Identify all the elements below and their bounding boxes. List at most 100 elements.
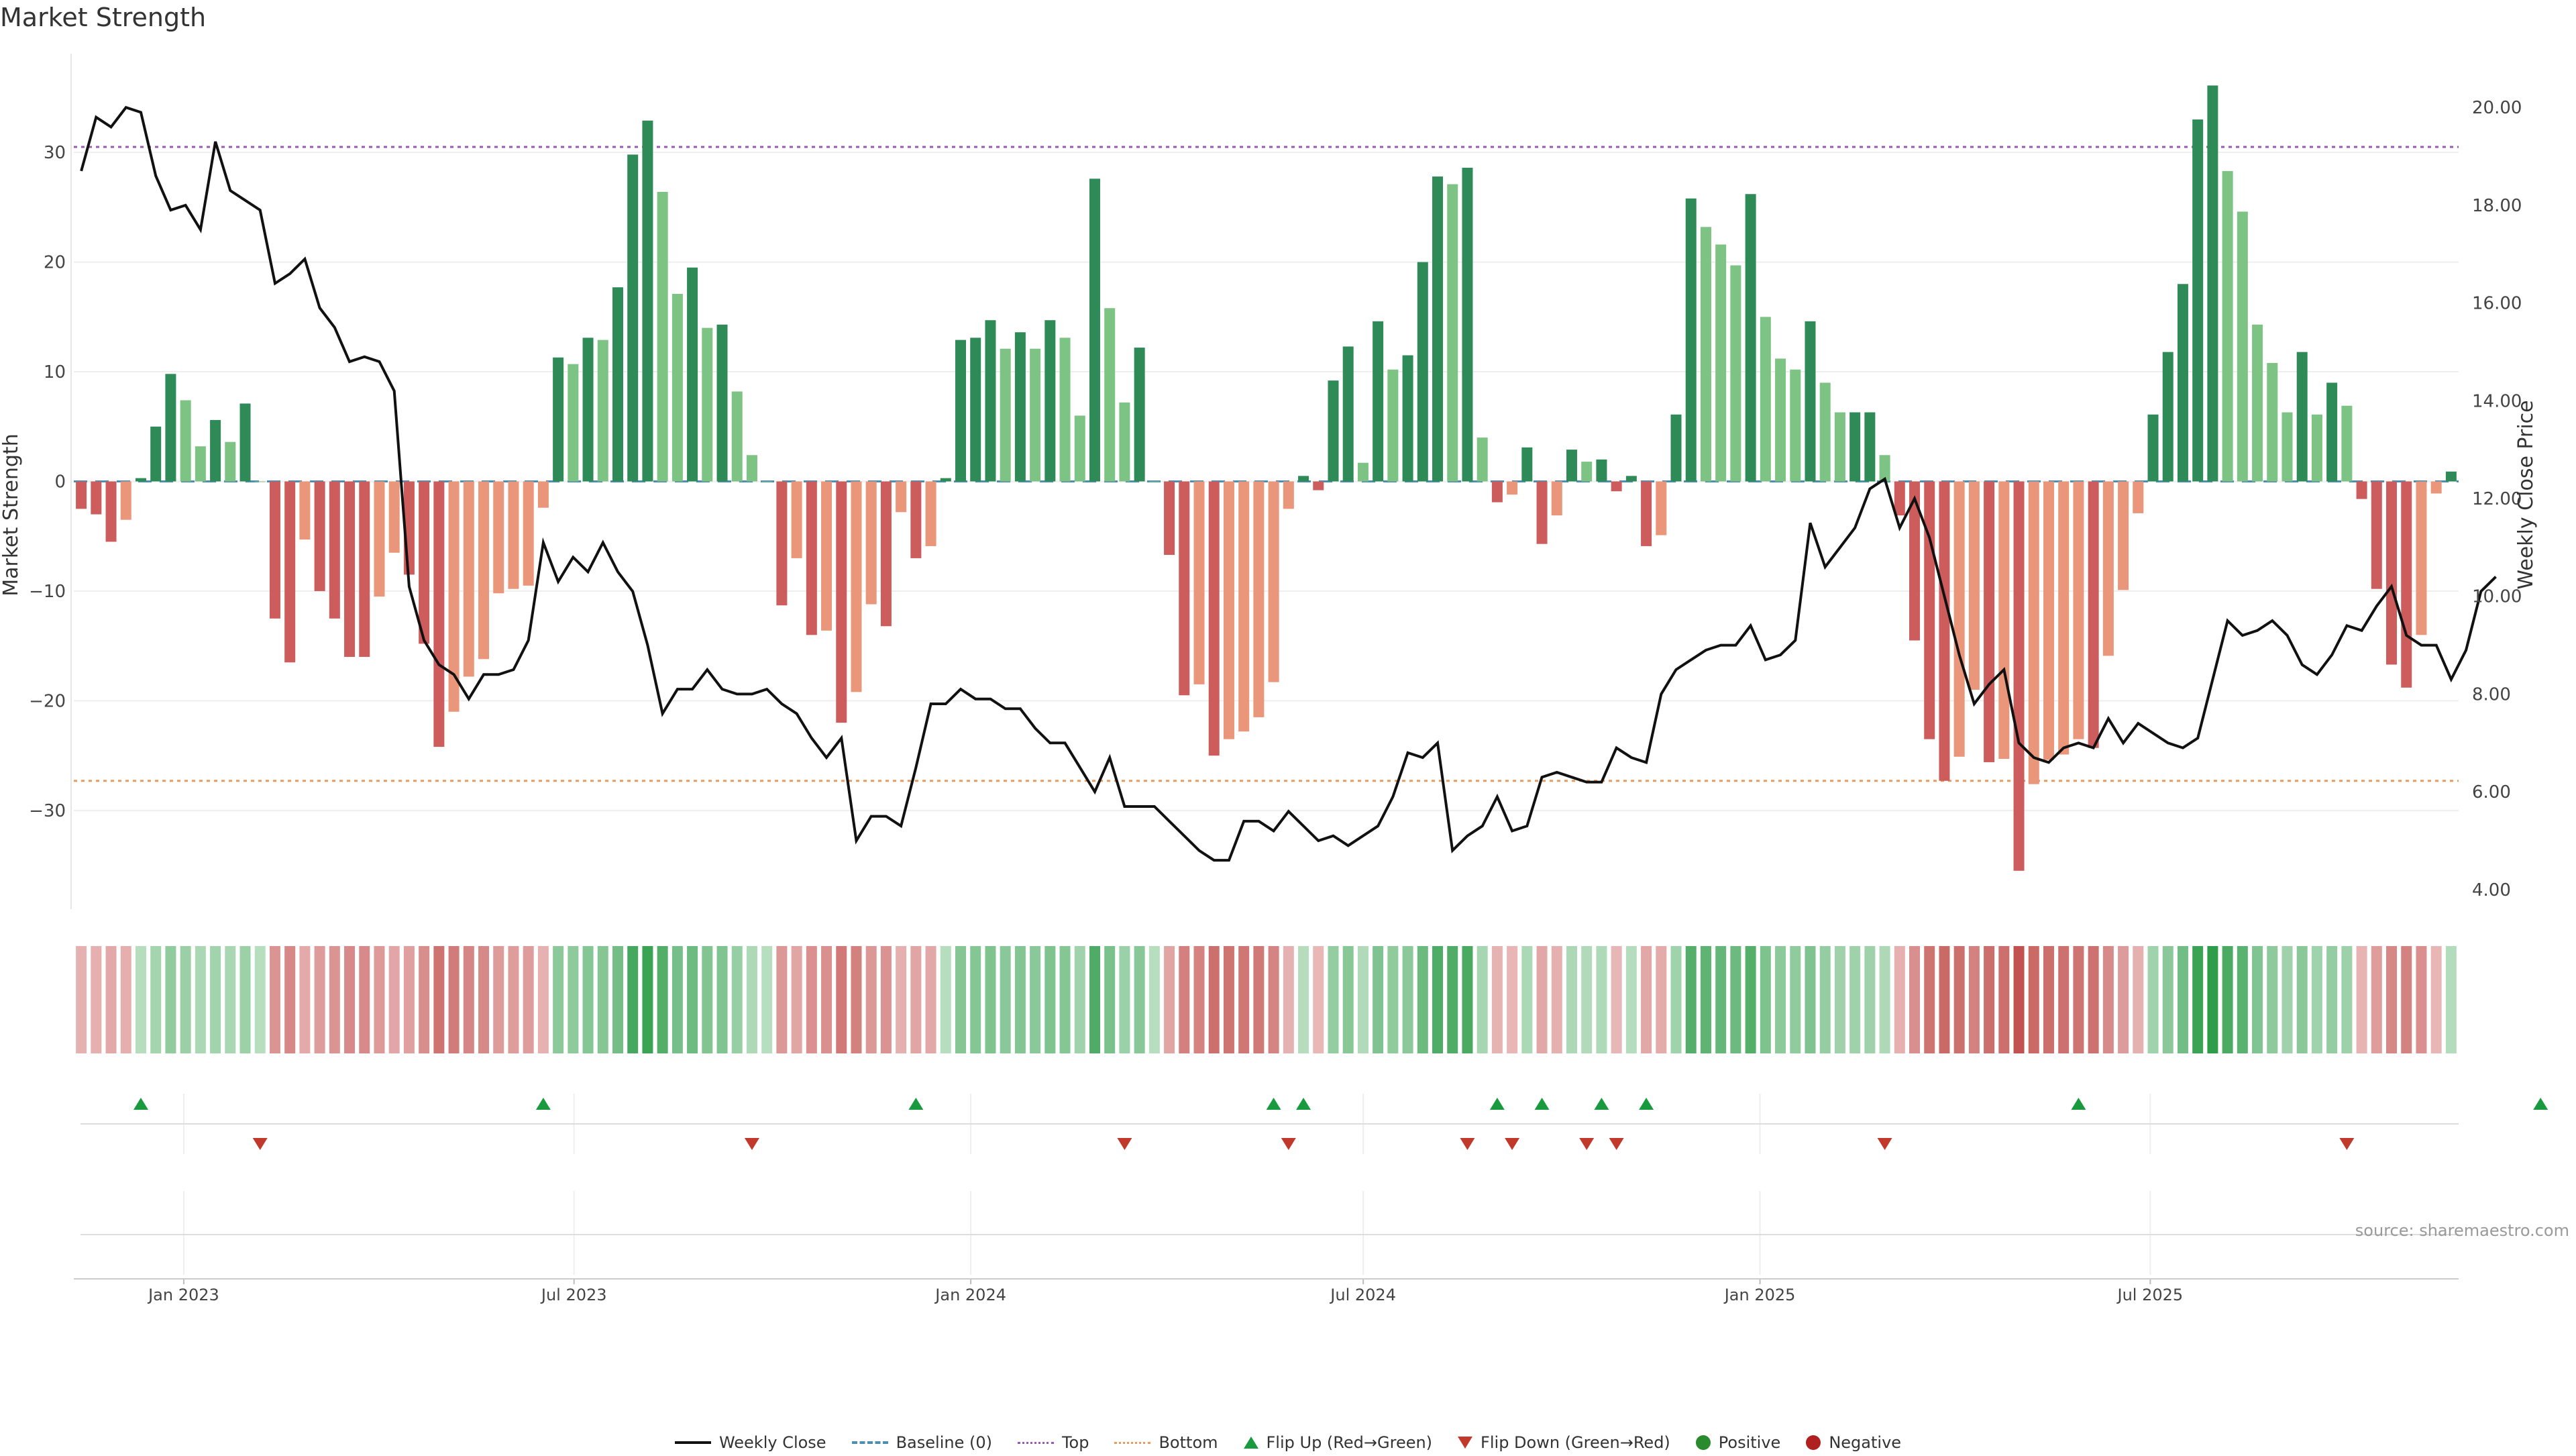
legend-item[interactable]: Bottom	[1114, 1433, 1218, 1452]
y2-axis-title: Weekly Close Price	[2514, 400, 2538, 589]
strength-bar	[1268, 481, 1279, 682]
heat-cell	[1134, 946, 1145, 1053]
price-line-layer	[80, 105, 2497, 862]
y-tick-label: 30	[44, 143, 66, 163]
strength-bar	[1745, 194, 1756, 482]
legend-label: Flip Up (Red→Green)	[1266, 1433, 1433, 1452]
heat-cell	[1238, 946, 1250, 1053]
strength-bar	[76, 481, 87, 509]
strength-bar	[388, 481, 400, 553]
reference-lines	[74, 146, 2459, 782]
strength-bar	[2416, 481, 2427, 635]
legend-item[interactable]: Negative	[1806, 1433, 1901, 1452]
y2-tick-label: 6.00	[2472, 782, 2511, 802]
heat-cell	[1119, 946, 1130, 1053]
strength-bar	[2147, 414, 2159, 482]
legend-item[interactable]: Positive	[1695, 1433, 1780, 1452]
strength-bar	[806, 481, 817, 635]
strength-bar	[1119, 402, 1130, 482]
strength-bar	[597, 340, 608, 482]
strength-bar	[2133, 481, 2144, 513]
strength-bar	[91, 481, 102, 515]
heat-cell	[687, 946, 698, 1053]
heat-cell	[2073, 946, 2084, 1053]
heat-cell	[2147, 946, 2159, 1053]
heat-cell	[1253, 946, 1265, 1053]
strength-bar	[329, 481, 340, 619]
legend-item[interactable]: Weekly Close	[674, 1433, 826, 1452]
strength-bar	[1223, 481, 1234, 739]
heat-cell	[225, 946, 236, 1053]
strength-bar	[2013, 481, 2025, 871]
strength-bar	[1179, 481, 1190, 696]
y2-tick-label: 14.00	[2472, 391, 2522, 411]
strength-bar	[1953, 481, 1965, 757]
flip-up-marker	[535, 1098, 551, 1110]
heat-cell	[672, 946, 683, 1053]
heat-cell	[1790, 946, 1801, 1053]
strength-bar	[419, 481, 430, 644]
flip-up-marker	[1266, 1098, 1281, 1110]
heat-cell	[1074, 946, 1085, 1053]
strength-bar	[2043, 481, 2054, 760]
legend-symbol-icon	[1695, 1435, 1711, 1450]
strength-bar	[1536, 481, 1548, 544]
legend-item[interactable]: Flip Up (Red→Green)	[1243, 1433, 1433, 1452]
legend-item[interactable]: Flip Down (Green→Red)	[1458, 1433, 1670, 1452]
heat-cell	[2296, 946, 2308, 1053]
heat-cell	[1179, 946, 1190, 1053]
strength-bar	[2118, 481, 2129, 590]
heat-cell	[2416, 946, 2427, 1053]
heat-cell	[821, 946, 833, 1053]
heat-cell	[776, 946, 788, 1053]
legend-item[interactable]: Top	[1017, 1433, 1089, 1452]
strength-bar	[1805, 321, 1816, 482]
heat-cell	[1834, 946, 1845, 1053]
heat-cell	[642, 946, 653, 1053]
heat-cell	[374, 946, 385, 1053]
y-tick-label: −10	[29, 582, 66, 602]
heat-cell	[1313, 946, 1324, 1053]
heat-cell	[1805, 946, 1816, 1053]
heat-cell	[478, 946, 490, 1053]
flip-up-marker	[908, 1098, 924, 1110]
x-tick-label: Jul 2025	[2116, 1286, 2184, 1304]
heat-cell	[1819, 946, 1831, 1053]
strength-bar	[195, 446, 206, 482]
heat-cell	[2162, 946, 2174, 1053]
strength-bar	[2267, 362, 2278, 482]
y2-tick-label: 12.00	[2472, 489, 2522, 509]
heat-cell	[1909, 946, 1921, 1053]
strength-bar	[269, 481, 280, 619]
legend-label: Weekly Close	[718, 1433, 826, 1452]
strength-bar	[523, 481, 534, 586]
heat-cell	[1223, 946, 1234, 1053]
strength-bar	[791, 481, 802, 558]
legend-label: Baseline (0)	[896, 1433, 992, 1452]
legend-symbol-icon	[1243, 1437, 1258, 1449]
strength-bar	[1790, 369, 1801, 482]
heat-cell	[896, 946, 907, 1053]
strength-bar	[2102, 481, 2114, 656]
strength-bar	[180, 400, 191, 482]
strength-bar	[1059, 337, 1071, 482]
strength-bar	[2192, 119, 2204, 482]
heat-cell	[1432, 946, 1444, 1053]
strength-bar	[1611, 481, 1622, 492]
flip-up-marker	[133, 1098, 148, 1110]
strength-bar	[1477, 437, 1488, 482]
strength-bar	[284, 481, 296, 663]
legend-item[interactable]: Baseline (0)	[851, 1433, 992, 1452]
strength-bar	[2058, 481, 2070, 755]
strength-bar	[537, 481, 549, 508]
strength-bar	[1104, 308, 1116, 482]
strength-bar	[568, 364, 579, 482]
strength-bar	[344, 481, 356, 658]
strength-bar	[359, 481, 370, 658]
strength-bar	[553, 357, 564, 482]
heat-cell	[1462, 946, 1473, 1053]
heat-cell	[1507, 946, 1518, 1053]
heat-cell	[1864, 946, 1876, 1053]
heat-cell	[2118, 946, 2129, 1053]
heat-cell	[836, 946, 847, 1053]
